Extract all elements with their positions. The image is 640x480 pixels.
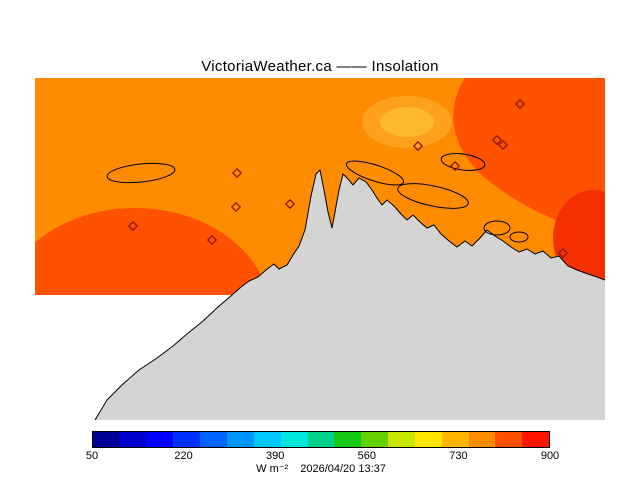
colorbar-segment	[307, 432, 335, 447]
colorbar	[92, 431, 550, 448]
insolation-map	[35, 78, 605, 420]
coastline	[94, 168, 605, 420]
station-marker-diamond-icon	[557, 247, 569, 259]
station-marker-diamond-icon	[230, 201, 242, 213]
colorbar-segment	[495, 432, 523, 447]
colorbar-tick-label: 220	[174, 450, 193, 462]
colorbar-segment	[253, 432, 281, 447]
land-area	[95, 170, 605, 420]
island-outline	[509, 231, 529, 243]
island-outline	[397, 183, 469, 209]
colorbar-segment	[93, 432, 120, 447]
colorbar-segment	[361, 432, 389, 447]
station-marker-diamond-icon	[514, 98, 526, 110]
lake-outline	[106, 162, 176, 184]
colorbar-tick-label: 560	[357, 450, 376, 462]
colorbar-segment	[388, 432, 415, 447]
page-title: VictoriaWeather.ca —— Insolation	[201, 58, 439, 75]
island-outlines	[106, 153, 529, 243]
colorbar-segment	[522, 432, 550, 447]
station-marker-diamond-icon	[412, 140, 424, 152]
colorbar-segment	[414, 432, 442, 447]
island-outline	[440, 153, 486, 171]
contour-low-center	[380, 107, 434, 137]
station-marker-diamond-icon	[449, 160, 461, 172]
station-markers	[127, 98, 569, 259]
station-marker-diamond-icon	[206, 234, 218, 246]
contour-peak-northeast	[553, 190, 605, 286]
station-marker-diamond-icon	[497, 139, 509, 151]
island-outline	[483, 220, 511, 236]
colorbar-tick-label: 390	[266, 450, 285, 462]
colorbar-segment	[280, 432, 308, 447]
colorbar-tick-label: 900	[540, 450, 560, 462]
colorbar-segment	[119, 432, 147, 447]
colorbar-segment	[334, 432, 362, 447]
station-marker-diamond-icon	[284, 198, 296, 210]
colorbar-tick-label: 730	[449, 450, 468, 462]
colorbar-segment	[441, 432, 469, 447]
colorbar-segment	[468, 432, 496, 447]
contour-high-northeast	[453, 78, 605, 234]
colorbar-segment	[227, 432, 254, 447]
colorbar-caption: W m⁻² 2026/04/20 13:37	[92, 462, 550, 475]
station-marker-diamond-icon	[127, 220, 139, 232]
station-marker-diamond-icon	[491, 134, 503, 146]
colorbar-tick-label: 50	[85, 450, 99, 462]
contour-high-southwest	[35, 208, 268, 295]
timestamp-label: 2026/04/20 13:37	[300, 463, 386, 475]
colorbar-segment	[146, 432, 174, 447]
colorbar-segment	[173, 432, 201, 447]
colorbar-segment	[200, 432, 228, 447]
island-outline	[345, 160, 405, 186]
station-marker-diamond-icon	[231, 167, 243, 179]
units-label: W m⁻²	[256, 463, 289, 475]
colorbar-ticks: 50 220 390 560 730 900	[0, 450, 640, 462]
